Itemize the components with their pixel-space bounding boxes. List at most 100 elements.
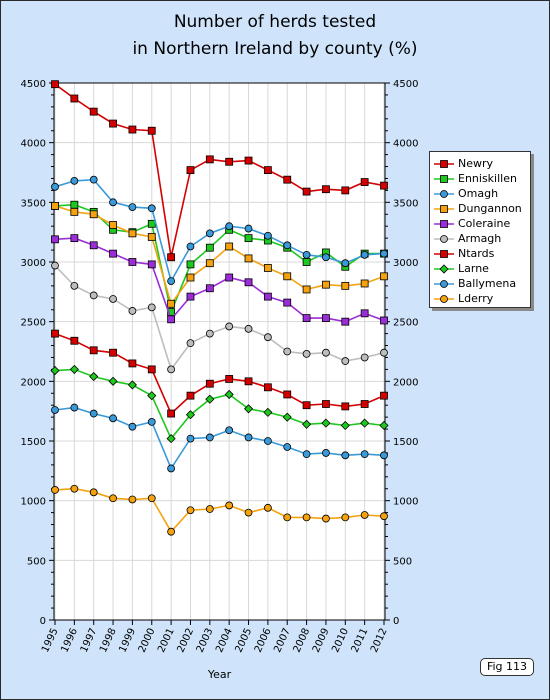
data-point-ballymena bbox=[128, 422, 137, 431]
legend-swatch bbox=[434, 264, 454, 274]
data-point-armagh bbox=[244, 324, 253, 333]
data-point-coleraine bbox=[147, 260, 156, 269]
y-tick-label-left: 1000 bbox=[21, 497, 46, 508]
data-point-ntards bbox=[167, 409, 176, 418]
y-tick-label-right: 0 bbox=[393, 616, 399, 627]
data-point-ntards bbox=[186, 391, 195, 400]
data-point-omagh bbox=[244, 224, 253, 233]
data-point-enniskillen bbox=[147, 219, 156, 228]
data-point-omagh bbox=[225, 222, 234, 231]
data-point-ntards bbox=[360, 400, 369, 408]
data-point-larne bbox=[50, 366, 60, 376]
x-tick-label: 2008 bbox=[292, 627, 313, 655]
data-point-omagh bbox=[283, 241, 292, 250]
data-point-coleraine bbox=[225, 273, 234, 282]
legend-swatch bbox=[434, 280, 454, 288]
data-point-ballymena bbox=[186, 434, 195, 443]
data-point-dungannon bbox=[244, 254, 253, 263]
legend-label: Newry bbox=[458, 157, 494, 170]
data-point-omagh bbox=[360, 250, 369, 259]
data-point-larne bbox=[147, 391, 157, 401]
data-point-larne bbox=[89, 371, 99, 382]
data-point-ntards bbox=[283, 390, 292, 399]
data-point-newry bbox=[128, 125, 137, 134]
y-tick-label-right: 2000 bbox=[393, 377, 418, 388]
data-point-coleraine bbox=[244, 278, 253, 287]
data-point-lderry bbox=[302, 513, 311, 522]
x-tick-label: 2001 bbox=[156, 627, 177, 655]
y-tick-label-right: 4500 bbox=[393, 79, 418, 90]
data-point-dungannon bbox=[128, 229, 137, 238]
y-tick-label-right: 1500 bbox=[393, 437, 418, 448]
x-axis-label: Year bbox=[207, 668, 232, 681]
data-point-armagh bbox=[283, 347, 292, 356]
data-point-armagh bbox=[302, 349, 311, 358]
data-point-omagh bbox=[302, 250, 311, 259]
data-point-ntards bbox=[109, 348, 117, 357]
data-point-omagh bbox=[341, 259, 350, 268]
legend-swatch bbox=[434, 220, 454, 228]
data-point-enniskillen bbox=[302, 258, 311, 266]
data-point-enniskillen bbox=[244, 234, 253, 243]
legend-label: Armagh bbox=[458, 232, 502, 245]
legend-swatch bbox=[434, 235, 454, 243]
legend-swatch bbox=[434, 190, 454, 198]
x-tick-label: 2004 bbox=[214, 627, 235, 655]
data-point-ntards bbox=[244, 377, 253, 386]
data-point-dungannon bbox=[205, 259, 214, 268]
data-point-newry bbox=[186, 166, 195, 175]
data-point-coleraine bbox=[89, 241, 98, 250]
data-point-armagh bbox=[51, 261, 59, 270]
y-tick-label-left: 2500 bbox=[21, 318, 46, 329]
x-tick-label: 2012 bbox=[369, 627, 390, 655]
y-tick-label-right: 2500 bbox=[393, 318, 418, 329]
x-tick-label: 2000 bbox=[137, 627, 158, 655]
data-point-newry bbox=[51, 80, 59, 89]
x-tick-label: 2006 bbox=[253, 627, 274, 655]
data-point-larne bbox=[302, 419, 312, 429]
data-point-armagh bbox=[167, 365, 176, 374]
data-point-omagh bbox=[186, 242, 195, 251]
data-point-ballymena bbox=[147, 418, 156, 426]
data-point-dungannon bbox=[283, 272, 292, 281]
data-point-armagh bbox=[341, 357, 350, 365]
data-point-armagh bbox=[109, 295, 117, 303]
x-tick-label: 1997 bbox=[79, 627, 100, 655]
data-point-omagh bbox=[167, 277, 176, 285]
legend-label: Enniskillen bbox=[458, 172, 517, 185]
data-point-coleraine bbox=[186, 292, 195, 301]
data-point-armagh bbox=[322, 348, 330, 357]
data-point-lderry bbox=[322, 514, 330, 523]
data-point-coleraine bbox=[167, 315, 176, 324]
x-tick-label: 1996 bbox=[59, 627, 80, 655]
data-point-newry bbox=[302, 187, 311, 196]
data-point-larne bbox=[340, 420, 350, 431]
data-point-lderry bbox=[263, 503, 272, 512]
data-point-newry bbox=[283, 175, 292, 184]
y-tick-label-left: 2000 bbox=[21, 377, 46, 388]
data-point-coleraine bbox=[263, 292, 272, 301]
data-point-lderry bbox=[70, 484, 79, 493]
chart-title-line-1: Number of herds tested bbox=[173, 12, 377, 32]
data-point-dungannon bbox=[380, 272, 388, 281]
data-point-ntards bbox=[302, 401, 311, 410]
y-tick-label-left: 3500 bbox=[21, 198, 46, 209]
data-point-larne bbox=[360, 418, 370, 428]
x-tick-label: 1998 bbox=[98, 627, 119, 655]
legend-label: Ntards bbox=[458, 247, 495, 260]
data-point-newry bbox=[147, 126, 156, 135]
data-point-lderry bbox=[147, 494, 156, 503]
data-point-omagh bbox=[322, 253, 330, 262]
x-tick-label: 2005 bbox=[234, 627, 255, 655]
x-tick-label: 2011 bbox=[350, 627, 371, 655]
data-point-coleraine bbox=[360, 309, 369, 318]
data-point-enniskillen bbox=[205, 243, 214, 252]
data-point-ballymena bbox=[360, 450, 369, 459]
data-point-coleraine bbox=[109, 249, 117, 258]
data-point-lderry bbox=[51, 486, 59, 494]
data-point-ntards bbox=[147, 365, 156, 374]
legend-swatch bbox=[434, 205, 454, 213]
y-tick-label-left: 3000 bbox=[21, 258, 46, 269]
data-point-enniskillen bbox=[186, 260, 195, 269]
